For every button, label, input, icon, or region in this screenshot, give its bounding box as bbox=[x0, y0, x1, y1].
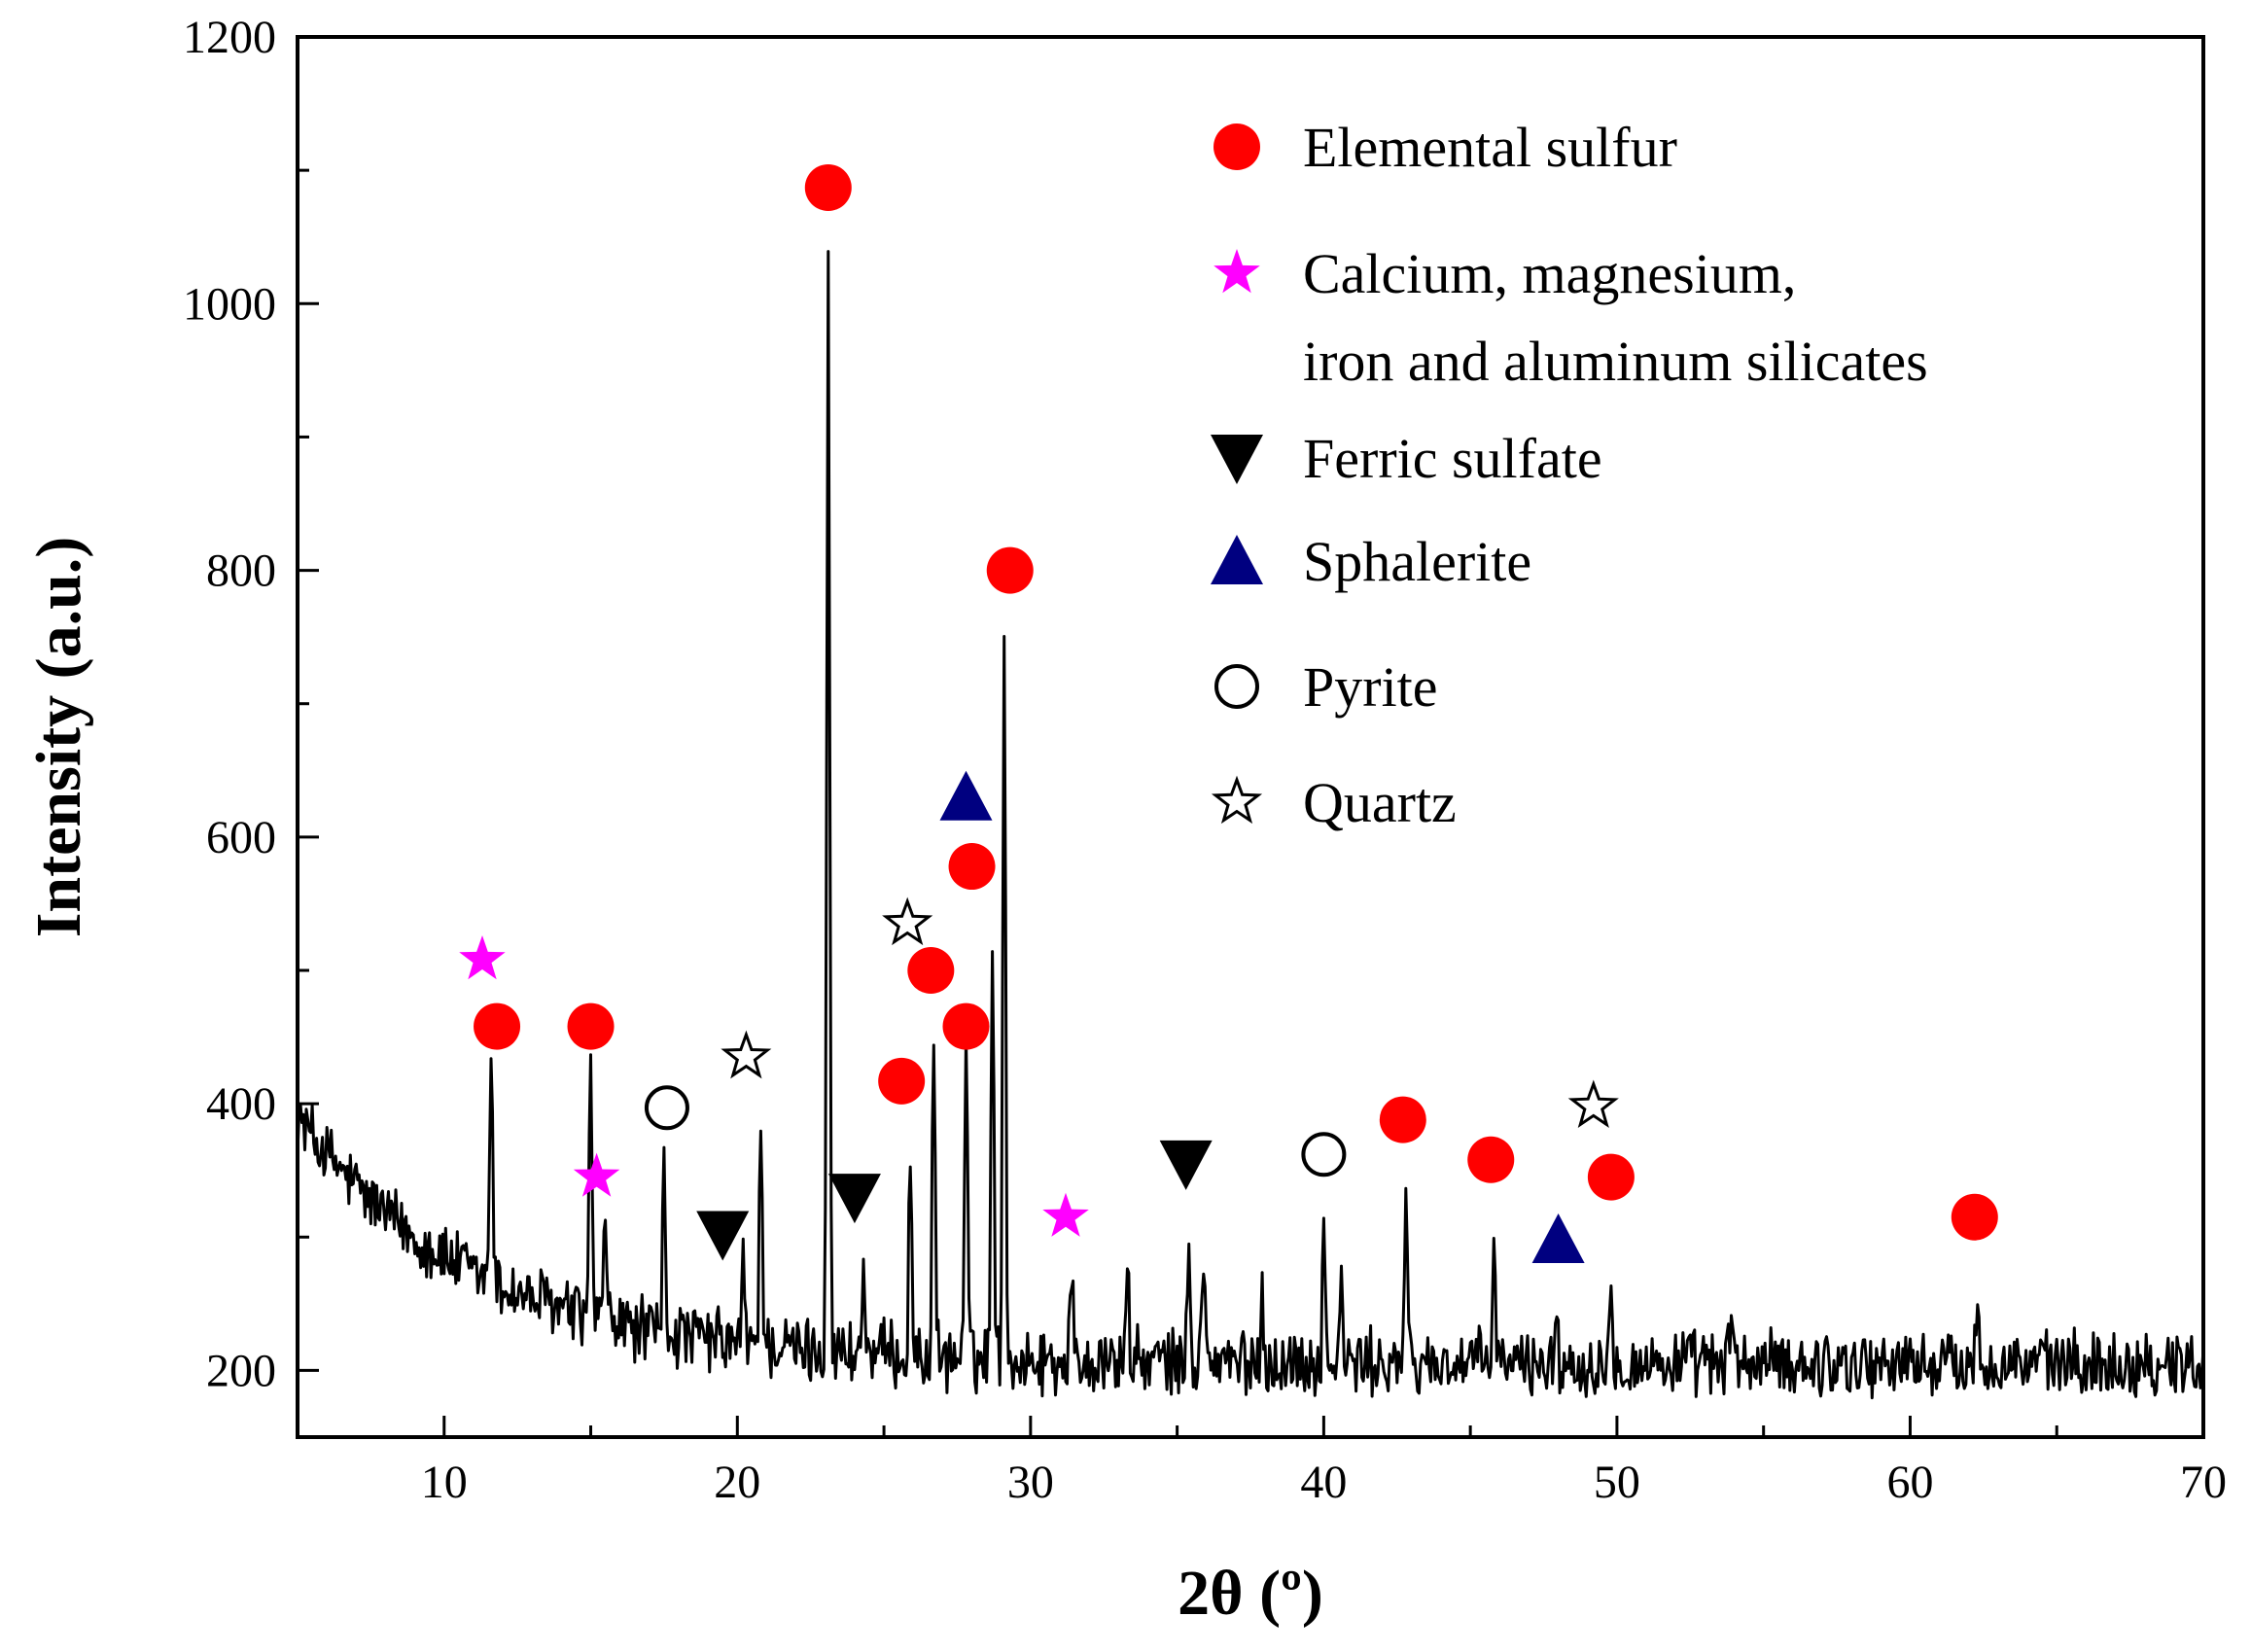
elemental-sulfur-peak-marker bbox=[1587, 1153, 1635, 1201]
x-tick-label: 70 bbox=[2180, 1457, 2227, 1508]
sphalerite-peak-marker bbox=[939, 770, 993, 821]
pyrite-legend-icon bbox=[1214, 664, 1259, 709]
quartz-legend-icon bbox=[1211, 775, 1263, 825]
ferric-sulfate-peak-marker bbox=[1159, 1140, 1213, 1190]
elemental-sulfur-peak-marker bbox=[907, 947, 955, 994]
sphalerite-peak-marker bbox=[1531, 1213, 1585, 1264]
legend-label: Sphalerite bbox=[1303, 530, 1531, 593]
elemental-sulfur-peak-marker bbox=[942, 1002, 990, 1050]
elemental-sulfur-peak-marker bbox=[474, 1002, 521, 1050]
silicates-legend-icon bbox=[1213, 249, 1260, 294]
legend-label: Pyrite bbox=[1303, 655, 1438, 719]
elemental-sulfur-legend-icon bbox=[1213, 123, 1260, 170]
y-tick-label: 800 bbox=[206, 545, 276, 597]
x-tick-label: 10 bbox=[421, 1457, 468, 1508]
legend-label: iron and aluminum silicates bbox=[1303, 330, 1928, 393]
quartz-peak-marker bbox=[721, 1030, 772, 1079]
silicates-peak-marker bbox=[573, 1152, 620, 1197]
quartz-peak-marker bbox=[882, 896, 933, 946]
y-tick-label: 1200 bbox=[183, 12, 276, 63]
x-tick-label: 40 bbox=[1300, 1457, 1347, 1508]
ferric-sulfate-peak-marker bbox=[696, 1211, 750, 1261]
ferric-sulfate-peak-marker bbox=[827, 1174, 881, 1224]
elemental-sulfur-peak-marker bbox=[878, 1057, 926, 1105]
x-tick-label: 50 bbox=[1594, 1457, 1640, 1508]
elemental-sulfur-peak-marker bbox=[804, 163, 852, 211]
sphalerite-legend-icon bbox=[1211, 535, 1263, 584]
elemental-sulfur-peak-marker bbox=[567, 1002, 615, 1050]
elemental-sulfur-peak-marker bbox=[1467, 1136, 1515, 1183]
elemental-sulfur-peak-marker bbox=[1951, 1193, 1998, 1241]
legend-label: Calcium, magnesium, bbox=[1303, 242, 1796, 305]
y-tick-label: 1000 bbox=[183, 278, 276, 330]
x-tick-label: 20 bbox=[714, 1457, 760, 1508]
pyrite-peak-marker bbox=[644, 1085, 689, 1131]
elemental-sulfur-peak-marker bbox=[986, 546, 1034, 594]
y-axis-title: Intensity (a.u.) bbox=[23, 537, 94, 938]
legend: Elemental sulfur Calcium, magnesium, iron … bbox=[1211, 116, 1928, 834]
y-tick-label: 600 bbox=[206, 812, 276, 863]
silicates-peak-marker bbox=[1042, 1192, 1089, 1237]
legend-label: Quartz bbox=[1303, 771, 1457, 834]
legend-label: Elemental sulfur bbox=[1303, 116, 1677, 179]
x-tick-label: 30 bbox=[1007, 1457, 1054, 1508]
quartz-peak-marker bbox=[1567, 1079, 1619, 1129]
y-tick-label: 200 bbox=[206, 1345, 276, 1396]
x-tick-label: 60 bbox=[1886, 1457, 1933, 1508]
plot-frame bbox=[296, 35, 2205, 1439]
legend-label: Ferric sulfate bbox=[1303, 427, 1602, 490]
silicates-peak-marker bbox=[459, 935, 506, 980]
x-axis-title: 2θ (º) bbox=[1178, 1558, 1323, 1629]
elemental-sulfur-peak-marker bbox=[948, 843, 996, 891]
pyrite-peak-marker bbox=[1301, 1132, 1347, 1177]
ferric-sulfate-legend-icon bbox=[1211, 435, 1263, 484]
elemental-sulfur-peak-marker bbox=[1379, 1096, 1426, 1143]
xrd-trace bbox=[298, 250, 2203, 1400]
y-tick-label: 400 bbox=[206, 1078, 276, 1130]
